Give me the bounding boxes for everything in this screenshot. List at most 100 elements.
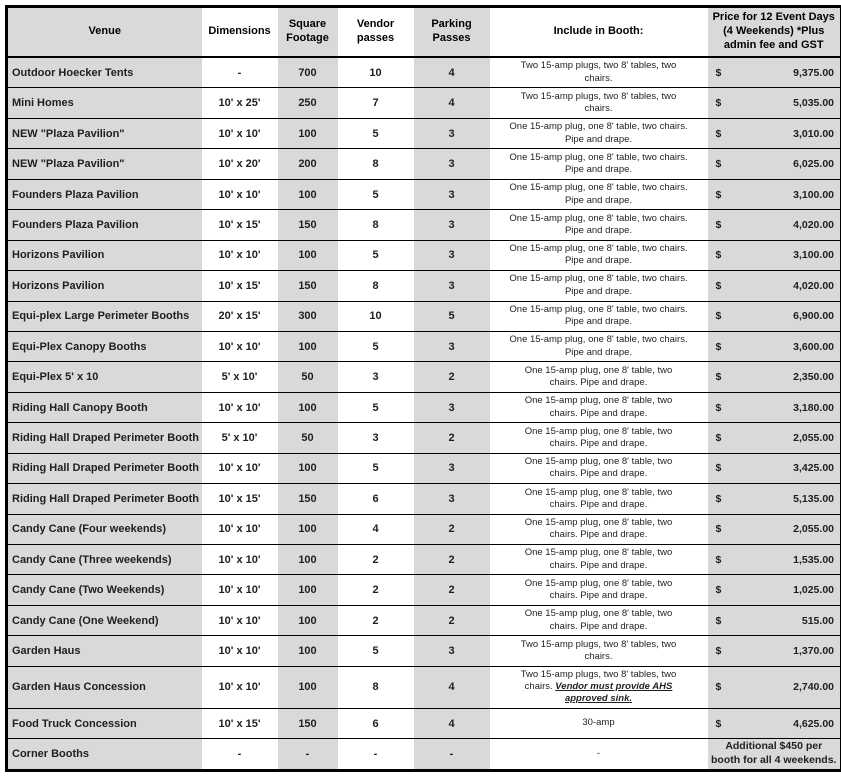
- price-amount: 3,600.00: [793, 340, 834, 353]
- include-in-booth-cell: One 15-amp plug, one 8' table, two chair…: [490, 210, 708, 240]
- square-footage-cell: 100: [277, 331, 338, 362]
- parking-passes-cell: 2: [413, 574, 490, 606]
- parking-passes-cell: 5: [413, 301, 490, 332]
- price-cell: $5,035.00: [707, 87, 841, 119]
- venue-cell: Riding Hall Draped Perimeter Booth: [6, 483, 202, 515]
- include-text: Two 15-amp plugs, two 8' tables, two cha…: [520, 60, 677, 84]
- parking-passes-cell: 2: [413, 544, 490, 575]
- vendor-passes-cell: 5: [372, 127, 379, 140]
- square-footage-cell: 150: [277, 708, 338, 739]
- price-amount: 6,900.00: [793, 310, 834, 323]
- parking-passes-cell: 3: [413, 209, 490, 241]
- vendor-passes-cell: 6: [372, 717, 379, 730]
- include-text: One 15-amp plug, one 8' table, two chair…: [509, 273, 688, 297]
- include-in-booth-cell: Two 15-amp plugs, two 8' tables, two cha…: [490, 57, 708, 88]
- dimensions-cell: 10' x 10': [218, 681, 261, 694]
- currency-symbol: $: [715, 340, 722, 353]
- include-in-booth-cell: One 15-amp plug, one 8' table, two chair…: [490, 545, 708, 575]
- price-cell: $3,100.00: [707, 240, 841, 271]
- column-header-venue: Venue: [6, 6, 202, 57]
- include-in-booth-cell: One 15-amp plug, one 8' table, two chair…: [490, 575, 708, 605]
- include-text: One 15-amp plug, one 8' table, two chair…: [509, 182, 688, 206]
- vendor-passes-cell: 5: [372, 340, 379, 353]
- price-wrap: $9,375.00: [708, 67, 841, 79]
- dimensions-cell: 10' x 10': [218, 188, 261, 201]
- table-row: Founders Plaza Pavilion 10' x 15' 150 8 3 One…: [6, 209, 841, 241]
- venue-cell: Corner Booths: [6, 738, 202, 771]
- price-cell: $3,425.00: [707, 453, 841, 484]
- table-row: Garden Haus 10' x 10' 100 5 3 Two 15-amp plug…: [6, 635, 841, 667]
- square-footage-cell: 100: [277, 514, 338, 545]
- dimensions-cell: 10' x 10': [218, 401, 261, 414]
- currency-symbol: $: [715, 279, 722, 292]
- price-note: Additional $450 per booth for all 4 week…: [711, 740, 837, 767]
- dimensions-cell: 10' x 10': [218, 340, 261, 353]
- parking-passes-cell: 2: [413, 605, 490, 636]
- currency-symbol: $: [715, 553, 722, 566]
- include-text: One 15-amp plug, one 8' table, two chair…: [524, 608, 673, 632]
- vendor-passes-cell: 2: [372, 584, 379, 597]
- dimensions-cell: 10' x 10': [218, 523, 261, 536]
- square-footage-cell: 100: [277, 118, 338, 149]
- vendor-passes-cell: 8: [372, 218, 379, 231]
- currency-symbol: $: [715, 218, 722, 231]
- table-row: Corner Booths - - - - - Additional $450 per bo…: [6, 738, 841, 771]
- parking-passes-cell: 2: [413, 422, 490, 454]
- price-amount: 3,180.00: [793, 401, 834, 414]
- currency-symbol: $: [715, 97, 722, 110]
- venue-cell: Candy Cane (Three weekends): [6, 544, 202, 575]
- vendor-passes-cell: 2: [372, 614, 379, 627]
- price-amount: 3,100.00: [793, 188, 834, 201]
- price-cell: $1,025.00: [707, 574, 841, 606]
- table-row: NEW "Plaza Pavilion" 10' x 20' 200 8 3 One 15…: [6, 148, 841, 180]
- include-in-booth-cell: One 15-amp plug, one 8' table, two chair…: [490, 605, 708, 635]
- table-row: Candy Cane (Four weekends) 10' x 10' 100 4 2…: [6, 514, 841, 545]
- price-cell: $2,055.00: [707, 422, 841, 454]
- venue-cell: Equi-Plex Canopy Booths: [6, 331, 202, 362]
- venue-pricing-table: Venue Dimensions Square Footage Vendor pass…: [5, 5, 841, 772]
- include-text: One 15-amp plug, one 8' table, two chair…: [524, 425, 673, 449]
- price-wrap: $3,600.00: [708, 341, 841, 353]
- price-amount: 1,535.00: [793, 553, 834, 566]
- column-header-price: Price for 12 Event Days (4 Weekends) *Pl…: [707, 6, 841, 57]
- include-in-booth-cell: One 15-amp plug, one 8' table, two chair…: [490, 271, 708, 301]
- table-row: Equi-Plex 5' x 10 5' x 10' 50 3 2 One 15-amp …: [6, 361, 841, 393]
- price-cell: $3,600.00: [707, 331, 841, 362]
- square-footage-cell: 100: [277, 240, 338, 271]
- venue-cell: Riding Hall Canopy Booth: [6, 392, 202, 423]
- price-wrap: $2,740.00: [708, 681, 841, 693]
- price-cell: $4,020.00: [707, 270, 841, 302]
- venue-cell: Garden Haus Concession: [6, 666, 202, 709]
- price-amount: 2,055.00: [793, 432, 834, 444]
- vendor-passes-cell: 7: [372, 97, 379, 110]
- vendor-passes-cell: 3: [372, 432, 379, 444]
- currency-symbol: $: [715, 717, 722, 730]
- table-row: Riding Hall Draped Perimeter Booth 5' x 1…: [6, 422, 841, 454]
- venue-cell: Candy Cane (Four weekends): [6, 514, 202, 545]
- venue-cell: NEW "Plaza Pavilion": [6, 118, 202, 149]
- column-header-include: Include in Booth:: [553, 25, 644, 38]
- include-text: One 15-amp plug, one 8' table, two chair…: [524, 395, 673, 419]
- include-text: One 15-amp plug, one 8' table, two chair…: [509, 212, 688, 236]
- include-emphasis-text: Vendor must provide AHS approved sink.: [555, 681, 673, 705]
- dimensions-cell: 10' x 15': [218, 717, 261, 730]
- vendor-passes-cell: 5: [372, 645, 379, 658]
- include-in-booth-cell: One 15-amp plug, one 8' table, two chair…: [490, 392, 708, 422]
- price-wrap: $1,535.00: [708, 554, 841, 566]
- venue-cell: NEW "Plaza Pavilion": [6, 148, 202, 180]
- price-cell: Additional $450 per booth for all 4 week…: [707, 738, 841, 771]
- vendor-passes-cell: 10: [369, 310, 382, 323]
- dimensions-cell: 10' x 10': [218, 614, 261, 627]
- square-footage-cell: 200: [277, 148, 338, 180]
- include-in-booth-cell: 30-amp: [490, 708, 708, 738]
- parking-passes-cell: 3: [413, 179, 490, 210]
- square-footage-cell: 700: [277, 57, 338, 88]
- dimensions-cell: 10' x 10': [218, 645, 261, 658]
- price-cell: $1,535.00: [707, 544, 841, 575]
- square-footage-cell: 100: [277, 392, 338, 423]
- price-cell: $2,055.00: [707, 514, 841, 545]
- currency-symbol: $: [715, 401, 722, 414]
- table-row: Outdoor Hoecker Tents - 700 10 4 Two 15-amp p…: [6, 57, 841, 88]
- venue-cell: Horizons Pavilion: [6, 240, 202, 271]
- parking-passes-cell: 3: [413, 392, 490, 423]
